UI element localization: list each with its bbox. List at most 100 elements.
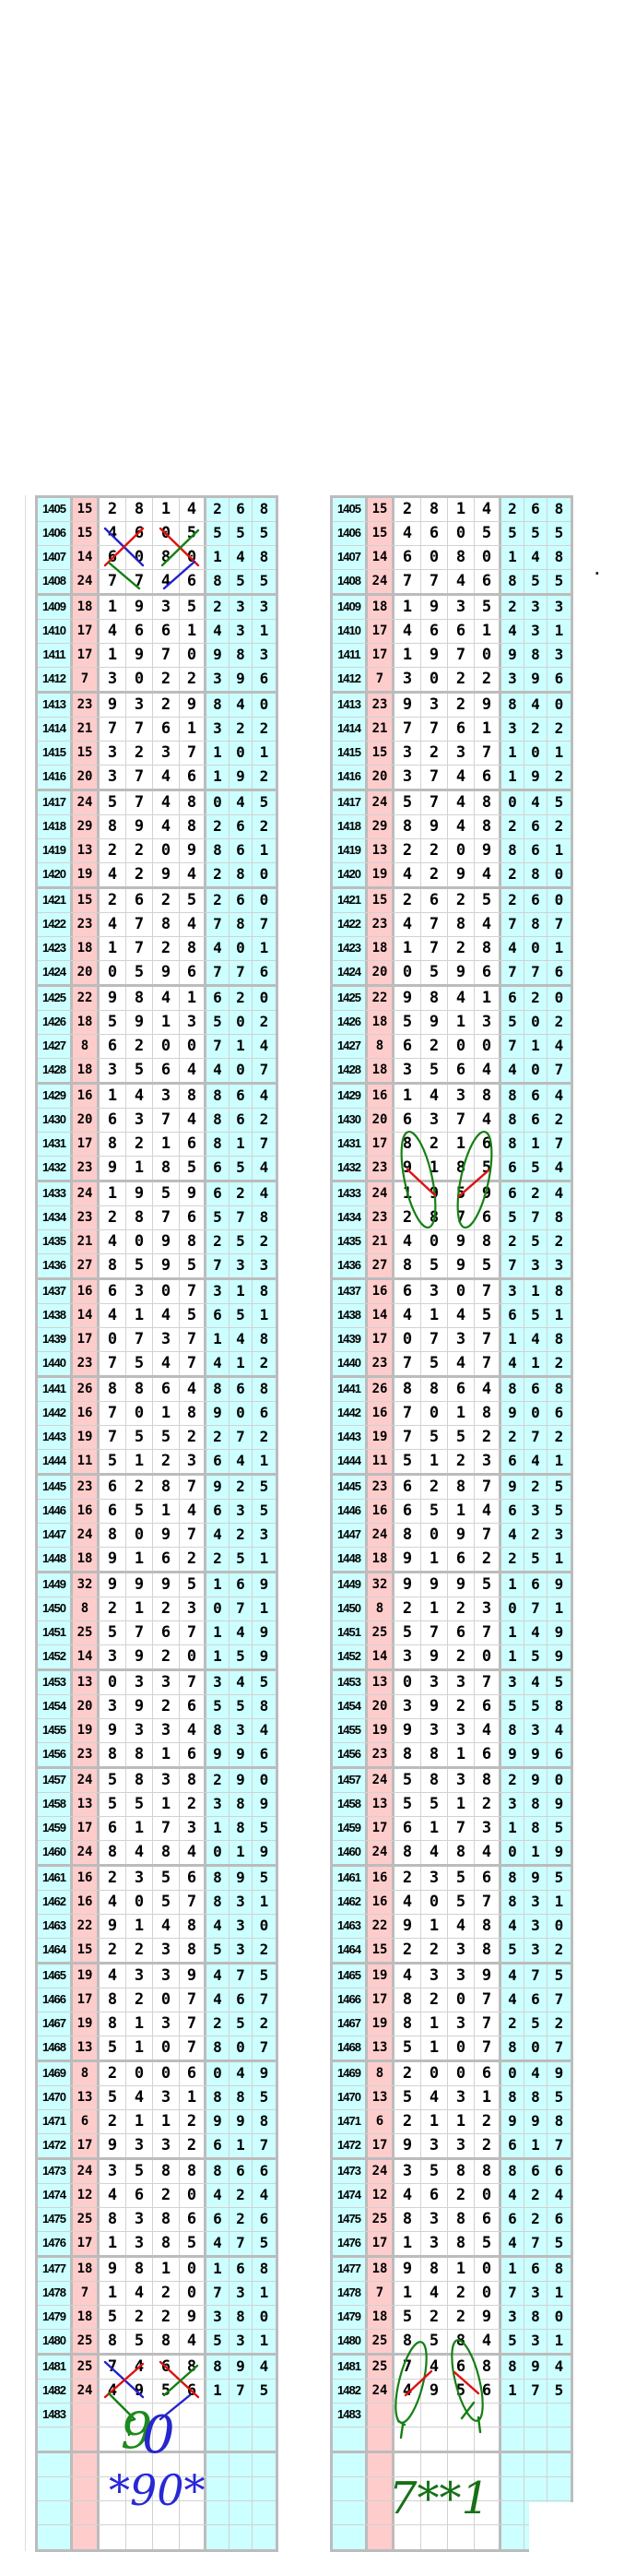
draw-number-cell <box>38 2525 73 2549</box>
digit-cell: 8 <box>475 791 501 814</box>
digit-cell-cyan: 1 <box>501 1645 524 1668</box>
digit-cell-cyan: 1 <box>253 1304 276 1327</box>
sum-cell: 22 <box>73 987 100 1010</box>
digit-cell: 8 <box>153 913 180 936</box>
sum-cell: 6 <box>368 2110 394 2133</box>
digit-cell-cyan: 2 <box>230 2184 253 2207</box>
draw-number-cell: 1475 <box>333 2208 368 2231</box>
sum-cell: 21 <box>73 1230 100 1253</box>
digit-cell: 3 <box>421 694 448 717</box>
draw-number-cell: 1430 <box>38 1109 73 1132</box>
digit-cell: 9 <box>100 694 126 717</box>
draw-number-cell: 1444 <box>333 1450 368 1473</box>
digit-cell-cyan: 2 <box>501 863 524 886</box>
digit-cell <box>394 2525 421 2549</box>
digit-cell: 6 <box>448 718 475 741</box>
draw-number-cell: 1450 <box>38 1597 73 1620</box>
digit-cell: 2 <box>448 668 475 691</box>
table-row <box>38 2525 276 2549</box>
digit-cell-cyan: 2 <box>524 2208 547 2231</box>
digit-cell-cyan: 2 <box>547 1109 571 1132</box>
digit-cell-cyan: 4 <box>501 1915 524 1938</box>
table-row: 1410 17 4 6 6 1 4 3 1 <box>38 620 276 644</box>
digit-cell: 3 <box>421 1965 448 1988</box>
digit-cell-cyan: 8 <box>547 2258 571 2281</box>
sum-cell: 25 <box>73 1621 100 1644</box>
digit-cell: 7 <box>475 1352 501 1375</box>
digit-cell: 8 <box>180 815 206 838</box>
digit-cell: 6 <box>153 718 180 741</box>
sum-cell: 17 <box>368 1328 394 1351</box>
draw-number-cell: 1483 <box>38 2404 73 2427</box>
digit-cell-cyan: 7 <box>501 913 524 936</box>
digit-cell: 1 <box>153 1743 180 1766</box>
table-row: 1455 19 9 3 3 4 8 3 4 <box>38 1719 276 1743</box>
sum-cell <box>368 2501 394 2524</box>
digit-cell: 9 <box>421 1695 448 1718</box>
digit-cell-cyan: 9 <box>547 1621 571 1644</box>
digit-cell: 4 <box>153 1304 180 1327</box>
digit-cell: 9 <box>126 1573 153 1597</box>
digit-cell-cyan: 3 <box>230 1891 253 1914</box>
sum-cell: 24 <box>73 570 100 593</box>
digit-cell: 3 <box>448 742 475 765</box>
digit-cell: 6 <box>180 1867 206 1890</box>
digit-cell-cyan: 3 <box>524 1939 547 1962</box>
digit-cell: 1 <box>421 1915 448 1938</box>
digit-cell: 5 <box>475 1254 501 1277</box>
digit-cell: 3 <box>475 1450 501 1473</box>
sum-cell: 21 <box>368 1230 394 1253</box>
digit-cell-cyan: 5 <box>206 2330 230 2353</box>
table-row <box>333 2453 571 2477</box>
digit-cell-cyan: 7 <box>230 1206 253 1229</box>
digit-cell-cyan: 4 <box>547 1085 571 1108</box>
digit-cell-cyan: 7 <box>501 961 524 984</box>
sum-cell: 25 <box>73 2356 100 2379</box>
digit-cell-cyan: 5 <box>253 2232 276 2255</box>
digit-cell-cyan: 5 <box>547 1867 571 1890</box>
digit-cell: 1 <box>448 1011 475 1034</box>
digit-cell: 2 <box>100 498 126 521</box>
digit-cell-cyan: 3 <box>524 1719 547 1742</box>
digit-cell-cyan: 1 <box>524 1841 547 1864</box>
table-row: 1436 27 8 5 9 5 7 3 3 <box>333 1254 571 1280</box>
digit-cell: 8 <box>394 2012 421 2036</box>
digit-cell: 0 <box>153 2062 180 2085</box>
digit-cell: 2 <box>153 889 180 912</box>
digit-cell-cyan <box>524 2477 547 2500</box>
digit-cell: 1 <box>475 2086 501 2109</box>
digit-cell: 4 <box>126 2086 153 2109</box>
digit-cell: 5 <box>475 522 501 545</box>
digit-cell-cyan: 2 <box>501 815 524 838</box>
digit-cell-cyan: 8 <box>501 1378 524 1401</box>
digit-cell: 9 <box>421 1011 448 1034</box>
digit-cell: 3 <box>153 1719 180 1742</box>
digit-cell: 9 <box>394 694 421 717</box>
digit-cell-cyan: 0 <box>253 2306 276 2329</box>
digit-cell: 2 <box>448 1450 475 1473</box>
digit-cell: 6 <box>153 1378 180 1401</box>
digit-cell-cyan: 8 <box>206 2160 230 2183</box>
digit-cell: 4 <box>153 987 180 1010</box>
sum-cell: 29 <box>368 815 394 838</box>
digit-cell: 6 <box>421 2184 448 2207</box>
draw-number-cell: 1463 <box>38 1915 73 1938</box>
table-row: 1466 17 8 2 0 7 4 6 7 <box>333 1988 571 2012</box>
digit-cell: 0 <box>448 839 475 862</box>
digit-cell: 8 <box>394 815 421 838</box>
digit-cell: 1 <box>421 1548 448 1571</box>
sum-cell: 12 <box>73 2184 100 2207</box>
digit-cell <box>153 2501 180 2524</box>
digit-cell-cyan: 5 <box>253 791 276 814</box>
digit-cell-cyan: 8 <box>501 1891 524 1914</box>
digit-cell: 5 <box>100 2306 126 2329</box>
digit-cell <box>180 2501 206 2524</box>
sum-cell: 20 <box>73 961 100 984</box>
digit-cell: 7 <box>394 1426 421 1449</box>
table-row: 1459 17 6 1 7 3 1 8 5 <box>38 1817 276 1841</box>
draw-number-cell: 1480 <box>38 2330 73 2353</box>
sum-cell: 19 <box>73 1965 100 1988</box>
table-row: 1479 18 5 2 2 9 3 8 0 <box>38 2306 276 2330</box>
digit-cell-cyan: 6 <box>230 2160 253 2183</box>
draw-number-cell: 1440 <box>333 1352 368 1375</box>
